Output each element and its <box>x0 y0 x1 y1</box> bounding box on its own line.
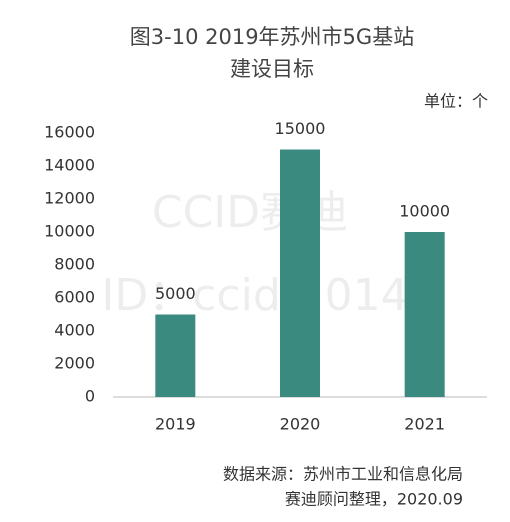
y-tick-label: 12000 <box>44 189 95 208</box>
chart-title: 建设目标 <box>230 57 314 81</box>
unit-label: 单位：个 <box>424 92 488 111</box>
y-tick-label: 8000 <box>54 255 95 274</box>
y-tick-label: 16000 <box>44 123 95 142</box>
watermark: ID：ccid-2014 <box>101 270 408 321</box>
source: 赛迪顾问整理，2020.09 <box>285 490 463 509</box>
y-tick-label: 0 <box>85 387 95 406</box>
data-label: 5000 <box>155 284 196 303</box>
y-tick-label: 4000 <box>54 321 95 340</box>
data-label: 15000 <box>275 119 326 138</box>
chart-title: 图3-10 2019年苏州市5G基站 <box>130 25 414 49</box>
y-tick-label: 6000 <box>54 288 95 307</box>
y-tick-label: 14000 <box>44 156 95 175</box>
x-tick-label: 2021 <box>404 415 445 434</box>
bar <box>404 232 445 397</box>
x-tick-label: 2019 <box>155 415 196 434</box>
source: 数据来源：苏州市工业和信息化局 <box>223 465 463 484</box>
bar <box>155 314 196 397</box>
data-label: 10000 <box>399 202 450 221</box>
y-tick-label: 10000 <box>44 222 95 241</box>
y-tick-label: 2000 <box>54 354 95 373</box>
x-tick-label: 2020 <box>280 415 321 434</box>
bar <box>280 149 320 397</box>
